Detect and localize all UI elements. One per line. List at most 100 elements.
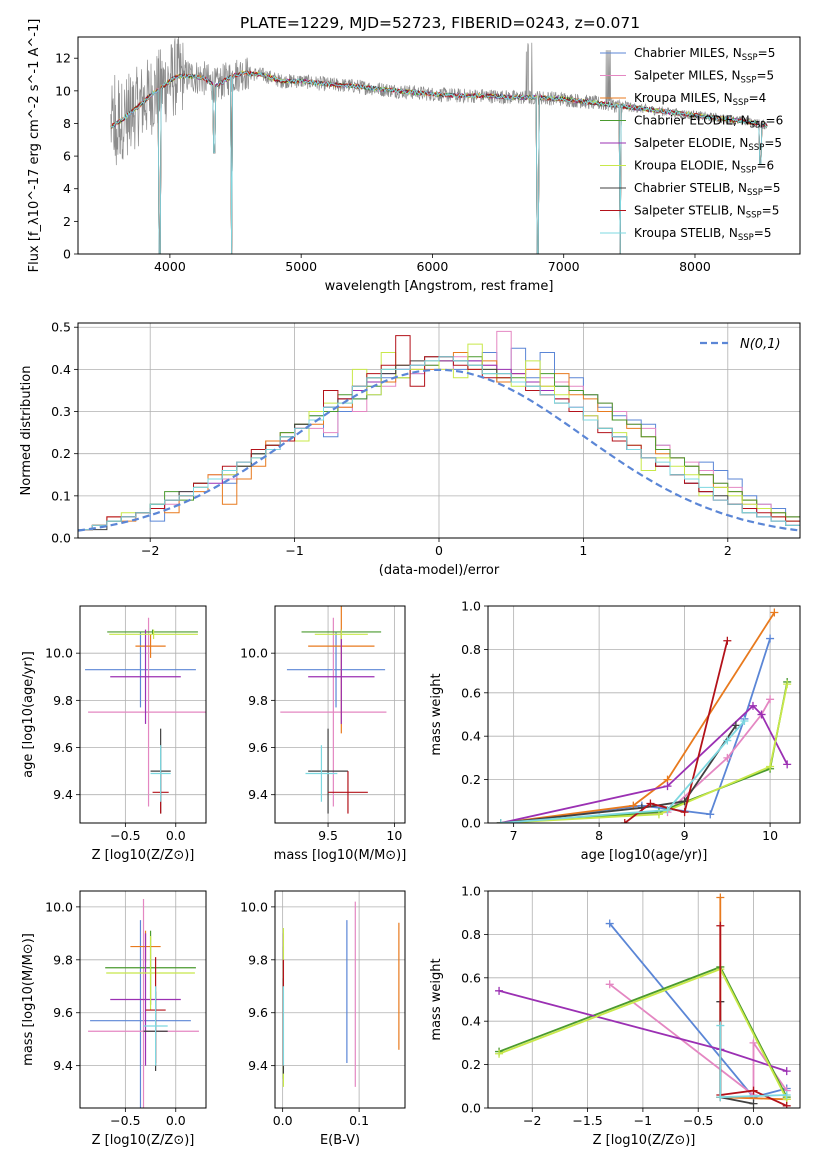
marker-kroupa-elodie bbox=[766, 762, 775, 771]
legend-label-chabrier-stelib: Chabrier STELIB, NSSP=5 bbox=[634, 181, 781, 198]
y-axis-label: mass [log10(M/M⊙)] bbox=[21, 933, 36, 1066]
x-tick-label: 9 bbox=[681, 828, 689, 843]
y-tick-label: 0.3 bbox=[51, 404, 71, 419]
x-tick-label: 7 bbox=[510, 828, 518, 843]
legend-subscript: SSP bbox=[741, 76, 757, 86]
plot-area-residual-histogram bbox=[78, 330, 800, 532]
marker-salpeter-miles bbox=[605, 980, 614, 989]
y-tick-label: 6 bbox=[63, 149, 71, 164]
marker-chabrier-miles bbox=[766, 634, 775, 643]
marker-salpeter-elodie bbox=[782, 1067, 791, 1076]
line-chabrier-stelib bbox=[500, 724, 737, 823]
axes-frame bbox=[77, 322, 801, 539]
y-tick-label: 9.8 bbox=[53, 693, 73, 708]
x-tick-label: −1.5 bbox=[572, 1113, 602, 1128]
legend-model-name: Chabrier ELODIE, N bbox=[634, 114, 750, 128]
x-tick-label: 0.0 bbox=[744, 1113, 764, 1128]
line-kroupa-stelib bbox=[500, 720, 746, 823]
marker-kroupa-miles bbox=[770, 608, 779, 617]
y-tick-label: 1.0 bbox=[461, 599, 481, 614]
marker-chabrier-stelib bbox=[731, 721, 740, 730]
x-axis-label: Z [log10(Z/Z⊙)] bbox=[92, 848, 195, 863]
y-axis-label: Normed distribution bbox=[19, 366, 34, 496]
y-tick-label: 0.2 bbox=[461, 772, 481, 787]
marker-salpeter-miles bbox=[749, 1038, 758, 1047]
y-tick-label: 9.4 bbox=[248, 787, 268, 802]
line-kroupa-elodie bbox=[500, 683, 789, 823]
x-tick-label: −1 bbox=[285, 543, 303, 558]
axes-frame bbox=[79, 890, 207, 1109]
y-tick-label: 9.4 bbox=[248, 1058, 268, 1073]
legend-model-name: Salpeter STELIB, N bbox=[634, 204, 746, 218]
marker-kroupa-stelib bbox=[716, 1021, 725, 1030]
y-tick-label: 10.0 bbox=[240, 899, 268, 914]
y-tick-label: 9.8 bbox=[248, 693, 268, 708]
legend-subscript: SSP bbox=[733, 98, 749, 108]
y-tick-label: 0.0 bbox=[51, 531, 71, 546]
legend-subscript: SSP bbox=[750, 121, 766, 131]
y-tick-label: 0 bbox=[63, 247, 71, 262]
y-tick-label: 0.6 bbox=[461, 685, 481, 700]
y-tick-label: 0.4 bbox=[461, 729, 481, 744]
x-tick-label: 9.5 bbox=[318, 828, 338, 843]
marker-kroupa-stelib bbox=[782, 1090, 791, 1099]
x-tick-label: −2 bbox=[141, 543, 159, 558]
y-tick-label: 1.0 bbox=[461, 884, 481, 899]
marker-salpeter-miles bbox=[723, 753, 732, 762]
marker-salpeter-elodie bbox=[495, 986, 504, 995]
marker-salpeter-elodie bbox=[748, 701, 757, 710]
x-tick-label: 5000 bbox=[285, 259, 317, 274]
x-tick-label: 0.0 bbox=[273, 1113, 293, 1128]
x-axis-label: wavelength [Angstrom, rest frame] bbox=[325, 279, 554, 294]
legend-label-kroupa-stelib: Kroupa STELIB, NSSP=5 bbox=[634, 226, 772, 243]
legend-label-salpeter-miles: Salpeter MILES, NSSP=5 bbox=[634, 69, 774, 86]
legend-subscript: SSP bbox=[747, 188, 763, 198]
axes-frame bbox=[77, 36, 801, 255]
x-tick-label: 6000 bbox=[417, 259, 449, 274]
legend-label-salpeter-stelib: Salpeter STELIB, NSSP=5 bbox=[634, 204, 779, 221]
marker-kroupa-miles bbox=[716, 893, 725, 902]
x-axis-label: (data-model)/error bbox=[379, 563, 500, 578]
y-tick-label: 9.4 bbox=[53, 1058, 73, 1073]
y-axis-label: mass weight bbox=[429, 673, 444, 755]
y-axis-label: mass weight bbox=[429, 958, 444, 1040]
x-tick-label: 10 bbox=[762, 828, 778, 843]
marker-salpeter-elodie bbox=[663, 782, 672, 791]
y-tick-label: 9.8 bbox=[248, 952, 268, 967]
y-tick-label: 12 bbox=[55, 51, 71, 66]
legend-nssp: =5 bbox=[763, 181, 781, 195]
marker-kroupa-stelib bbox=[740, 717, 749, 726]
y-tick-label: 10.0 bbox=[240, 646, 268, 661]
x-tick-label: −1 bbox=[634, 1113, 652, 1128]
x-tick-label: 0.1 bbox=[349, 1113, 369, 1128]
y-tick-label: 10.0 bbox=[45, 899, 73, 914]
axes-frame bbox=[274, 890, 406, 1109]
panel-spectrum: 4000 5000 6000 7000 8000 0 2 4 6 8 10 12 wavelength … bbox=[27, 19, 801, 294]
x-axis-label: E(B-V) bbox=[320, 1133, 360, 1148]
legend-model-name: Kroupa ELODIE, N bbox=[634, 159, 741, 173]
y-tick-label: 0.2 bbox=[51, 446, 71, 461]
x-tick-label: 10 bbox=[386, 828, 402, 843]
legend-label-normal: N(0,1) bbox=[740, 337, 781, 352]
marker-salpeter-miles bbox=[766, 695, 775, 704]
legend-model-name: Kroupa STELIB, N bbox=[634, 226, 738, 240]
y-tick-label: 0.4 bbox=[51, 362, 71, 377]
legend-label-kroupa-miles: Kroupa MILES, NSSP=4 bbox=[634, 91, 766, 108]
y-tick-label: 9.8 bbox=[53, 952, 73, 967]
histogram-kroupa-stelib bbox=[78, 356, 800, 531]
y-tick-label: 9.6 bbox=[248, 740, 268, 755]
panel-mass-weight-vs-metallicity: −2 −1.5 −1 −0.5 0.0 0.0 0.2 0.4 0.6 0.8 1.0 Z [log1… bbox=[429, 884, 801, 1148]
x-tick-label: 4000 bbox=[154, 259, 186, 274]
y-tick-label: 9.6 bbox=[53, 1005, 73, 1020]
panel-mass-vs-ebv: 0.0 0.1 9.4 9.6 9.8 10.0 E(B-V) bbox=[240, 890, 406, 1148]
marker-salpeter-stelib bbox=[680, 808, 689, 817]
model-line-kroupa-stelib bbox=[110, 70, 768, 254]
legend-label-salpeter-elodie: Salpeter ELODIE, NSSP=5 bbox=[634, 136, 782, 153]
legend-subscript: SSP bbox=[742, 53, 758, 63]
y-tick-label: 0.1 bbox=[51, 488, 71, 503]
marker-kroupa-stelib bbox=[663, 805, 672, 814]
legend-model-name: Salpeter ELODIE, N bbox=[634, 136, 748, 150]
plot-area-mass-weight-vs-age bbox=[496, 608, 792, 823]
